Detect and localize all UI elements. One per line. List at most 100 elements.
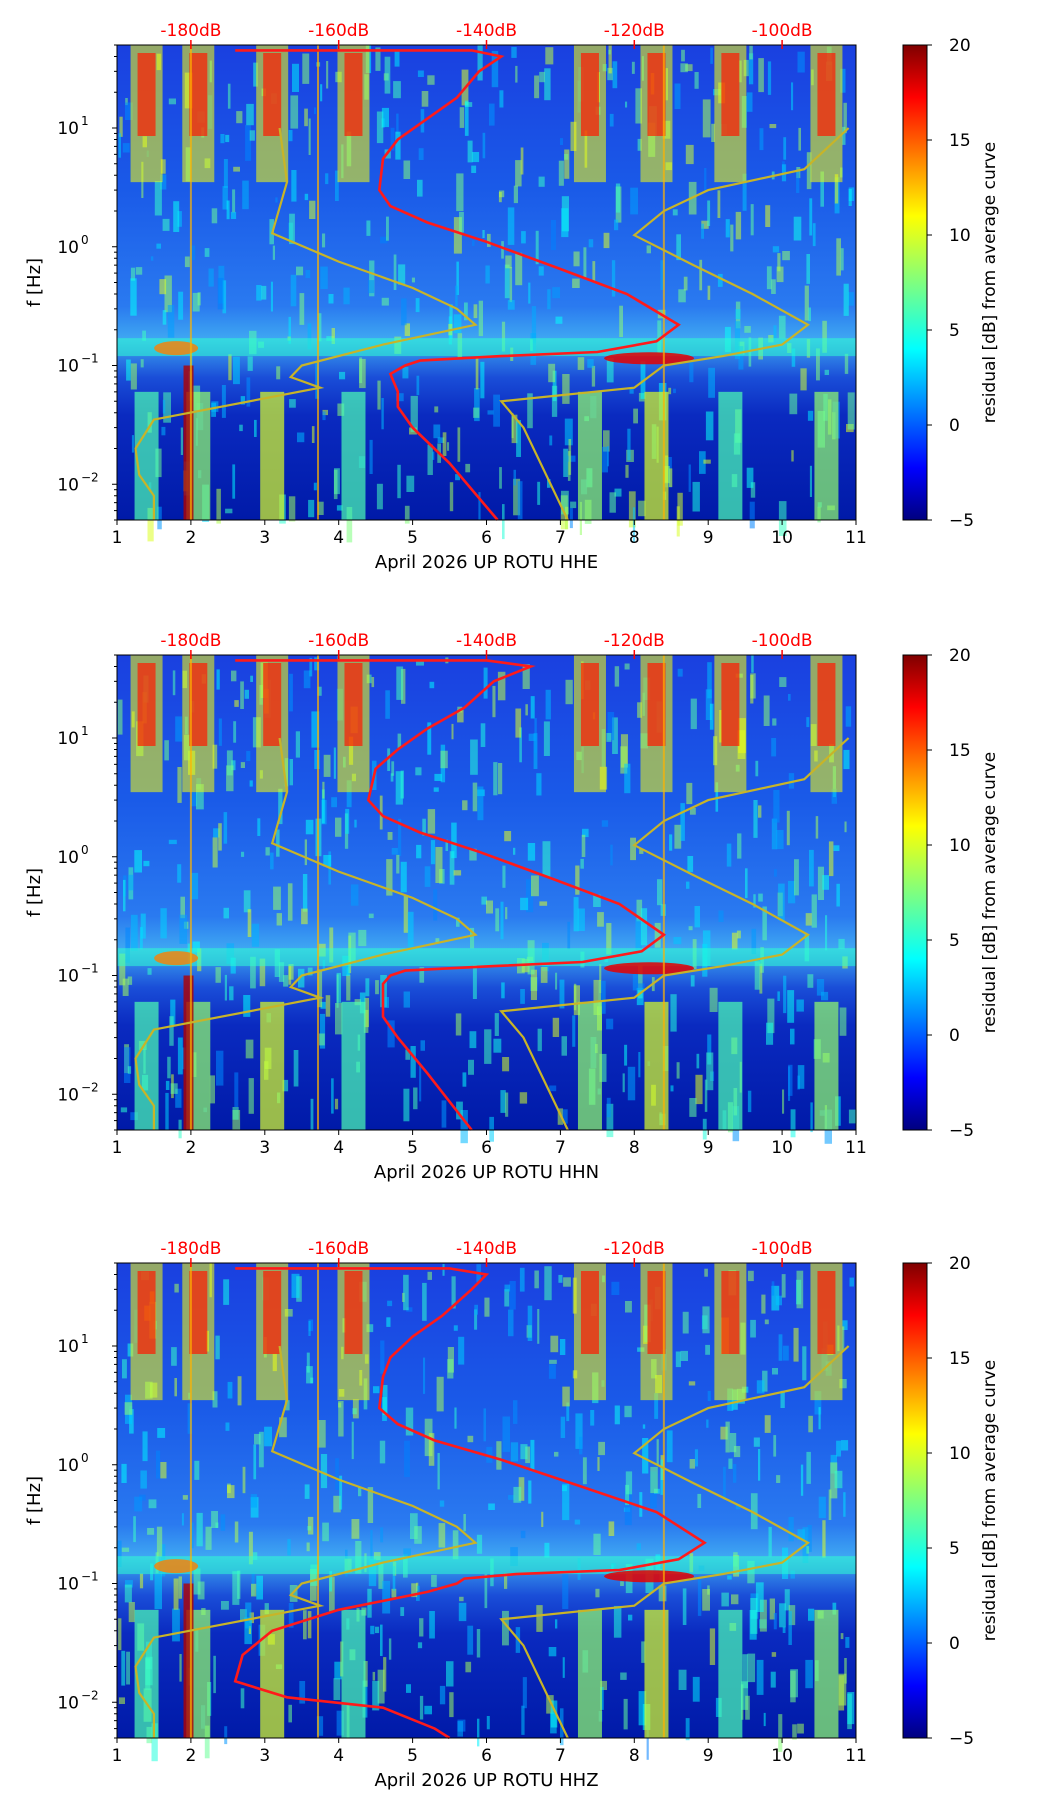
heatmap-cell [525, 1446, 530, 1464]
heatmap-cell [306, 1366, 313, 1384]
hot-column [256, 45, 289, 520]
heatmap-cell [784, 1589, 790, 1611]
y-tick-exponent: 1 [81, 114, 89, 128]
heatmap-cell [549, 1359, 557, 1364]
heatmap-cell [824, 369, 829, 375]
heatmap-cell [410, 1046, 416, 1078]
heatmap-cell [549, 1085, 557, 1092]
heatmap-cell [735, 1504, 741, 1510]
heatmap-cell [562, 1109, 568, 1124]
heatmap-cell [759, 963, 763, 994]
top-db-label: -180dB [160, 1239, 221, 1259]
heatmap-cell [169, 1016, 174, 1046]
heatmap-cell [339, 1475, 343, 1510]
heatmap-cell [154, 1573, 162, 1610]
heatmap-cell [848, 188, 852, 206]
heatmap-cell [317, 686, 322, 696]
heatmap-cell [753, 800, 758, 838]
heatmap-cell [306, 1542, 310, 1552]
heatmap-cell [805, 1659, 813, 1689]
hot-column [130, 655, 163, 1130]
colorbar [902, 44, 928, 521]
heatmap-cell [541, 1511, 544, 1527]
heatmap-cell [771, 1652, 777, 1657]
heatmap-cell [139, 1494, 146, 1501]
heatmap-cell [297, 432, 305, 443]
heatmap-cell [623, 1698, 628, 1730]
heatmap-cell [447, 442, 450, 451]
heatmap-cell [337, 403, 345, 416]
heatmap-cell [225, 134, 230, 143]
heatmap-cell [582, 828, 589, 838]
heatmap-cell [170, 999, 176, 1025]
heatmap-cell [726, 843, 732, 867]
heatmap-cell [768, 1526, 772, 1557]
heatmap-cell [434, 406, 439, 413]
heatmap-cell [117, 699, 123, 735]
heatmap-cell [610, 844, 613, 866]
heatmap-cell [673, 388, 676, 394]
colorbar [902, 654, 928, 1131]
noise-model-curve [499, 737, 850, 1131]
heatmap-cell [511, 413, 514, 439]
heatmap-cell [598, 980, 606, 1014]
heatmap-cell [483, 667, 488, 699]
hot-column-bottom [718, 1001, 743, 1130]
heatmap-cell [375, 980, 379, 995]
heatmap-cell [358, 1486, 362, 1497]
heatmap-cell [423, 1357, 426, 1394]
heatmap-cell [749, 45, 753, 60]
heatmap-cell [709, 1628, 716, 1665]
hot-column [337, 655, 370, 1130]
heatmap-cell [501, 321, 506, 352]
heatmap-cell [731, 932, 738, 950]
heatmap-cell [565, 679, 573, 705]
heatmap-cell [750, 204, 754, 236]
x-tick-label: 9 [703, 528, 714, 548]
heatmap-cell [394, 51, 400, 67]
colorbar-tick-label: 15 [949, 131, 971, 151]
heatmap-cell [633, 408, 638, 424]
heatmap-cell [639, 848, 644, 854]
heatmap-cell [304, 108, 308, 127]
heatmap-cell [792, 1724, 797, 1740]
heatmap-cell [776, 266, 784, 283]
heatmap-cell [234, 1521, 239, 1543]
colorbar-tick-label: 5 [949, 321, 960, 341]
heatmap-cell [808, 1608, 815, 1621]
heatmap-cell [178, 1119, 182, 1139]
heatmap-cell [432, 451, 435, 460]
heatmap-cell [583, 247, 587, 279]
hot-column [573, 45, 606, 520]
heatmap-cell [773, 1435, 777, 1457]
heatmap-cell [273, 886, 281, 910]
heatmap-cell [249, 780, 253, 787]
heatmap-cell [637, 983, 645, 991]
heatmap-cell [513, 478, 521, 516]
heatmap-cell [177, 864, 182, 883]
heatmap-cell [410, 395, 418, 432]
heatmap-cell [325, 173, 329, 185]
heatmap-cell [646, 1724, 649, 1760]
heatmap-cell [550, 1335, 559, 1353]
heatmap-cell [305, 819, 314, 835]
heatmap-cell [489, 103, 495, 126]
heatmap-cell [831, 788, 837, 804]
heatmap-cell [134, 850, 142, 873]
heatmap-cell [771, 1285, 780, 1311]
heatmap-cell [472, 965, 477, 999]
heatmap-cell [815, 816, 819, 839]
heatmap-cell [590, 1410, 595, 1426]
heatmap-cell [257, 818, 261, 836]
heatmap-cell [387, 1300, 393, 1307]
heatmap-cell [162, 218, 170, 231]
heatmap-cell [411, 1583, 418, 1598]
heatmap-cell [762, 906, 767, 941]
heatmap-cell [489, 1116, 494, 1142]
heatmap-cell [821, 991, 829, 1001]
heatmap-cell [555, 1619, 558, 1629]
heatmap-cell [567, 921, 571, 950]
heatmap-cell [520, 1444, 528, 1460]
heatmap-cell [560, 1416, 566, 1438]
heatmap-cell [393, 254, 397, 290]
